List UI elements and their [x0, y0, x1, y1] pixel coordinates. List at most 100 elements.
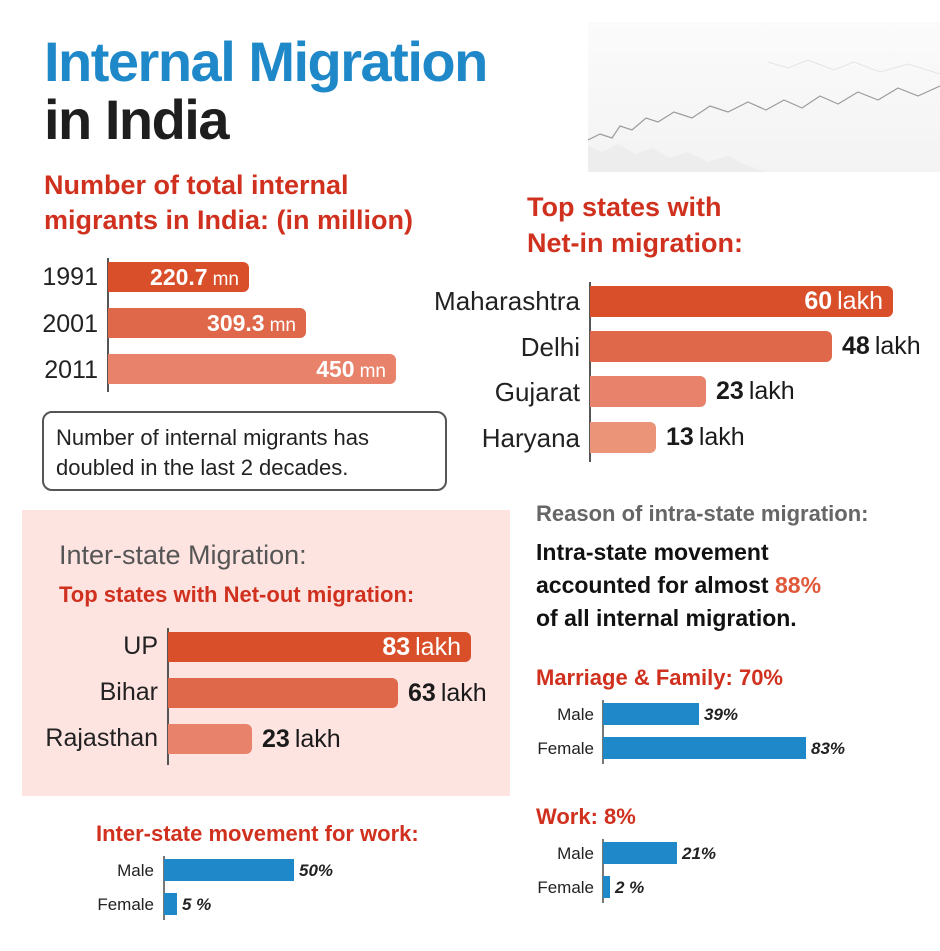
out-mig-bar-label-0: 83 lakh: [382, 633, 461, 662]
net-in-bar-label-0: 60 lakh: [804, 287, 883, 316]
marriage-bar-pct-0: 39%: [704, 705, 739, 724]
net-in-bar-label-holder-2: 23 lakh: [716, 376, 795, 407]
work-bar-1: [603, 876, 610, 898]
out-mig-bar-label-holder-1: 63 lakh: [408, 678, 487, 708]
state-label-maharashtra: Maharashtra: [434, 286, 580, 316]
total-bar-label-1-unit: mn: [269, 314, 296, 336]
intra-text-line-1: Intra-state movement: [536, 539, 769, 565]
work-label-male: Male: [557, 844, 594, 863]
net-in-bar-label-holder-0: 60 lakh: [804, 286, 883, 317]
total-bar-label-2: 450 mn: [316, 356, 386, 383]
work-bar-pct-0: 21%: [682, 844, 717, 863]
marriage-bar-pct-1: 83%: [811, 739, 846, 758]
net-in-axis-line: [589, 282, 591, 462]
work-label-female: Female: [537, 878, 594, 897]
out-mig-bar-2: [168, 724, 252, 754]
total-bar-label-0-number: 220.7: [150, 263, 208, 290]
total-axis-line: [107, 258, 109, 392]
total-bar-2: 450 mn: [108, 354, 396, 384]
intra-text-line-3: of all internal migration.: [536, 605, 797, 631]
intra-highlight-pct: 88%: [774, 572, 822, 598]
inter-state-heading: Inter-state Migration:: [59, 540, 307, 570]
inter-work-label-female: Female: [97, 895, 154, 914]
note-line-1: Number of internal migrants has: [56, 425, 370, 450]
total-bar-label-2-unit: mn: [359, 360, 386, 382]
net-in-bar-1: [590, 331, 832, 362]
inter-work-bar-0: [164, 859, 294, 881]
net-in-bar-label-holder-3: 13 lakh: [666, 422, 745, 453]
out-mig-bar-1: [168, 678, 398, 708]
net-in-bar-label-holder-1: 48 lakh: [842, 331, 921, 362]
net-in-bar-label-0-unit: lakh: [837, 287, 883, 315]
work-bar-0: [603, 842, 677, 864]
total-bar-1: 309.3 mn: [108, 308, 306, 338]
out-mig-bar-label-holder-0: 83 lakh: [382, 632, 461, 662]
total-heading-line-1: Number of total internal: [44, 170, 349, 200]
net-in-bar-label-2: 23 lakh: [716, 377, 795, 406]
total-heading-line-2: migrants in India: (in million): [44, 205, 413, 235]
net-in-bar-label-3-number: 13: [666, 423, 694, 451]
total-bar-label-holder-1: 309.3 mn: [207, 308, 296, 338]
marriage-axis-line: [602, 700, 604, 764]
total-bar-label-2-number: 450: [316, 355, 355, 382]
intra-state-heading: Reason of intra-state migration:: [536, 501, 869, 526]
total-bar-label-1: 309.3 mn: [207, 310, 296, 337]
net-in-bar-label-2-unit: lakh: [748, 377, 795, 405]
net-in-bar-label-3-unit: lakh: [698, 423, 745, 451]
net-in-bar-0: 60 lakh: [590, 286, 893, 317]
state-label-gujarat: Gujarat: [494, 377, 580, 407]
inter-work-heading: Inter-state movement for work:: [96, 821, 419, 846]
inter-work-bar-1: [164, 893, 177, 915]
state-label-rajasthan: Rajasthan: [45, 724, 158, 752]
total-bar-label-holder-0: 220.7 mn: [150, 262, 239, 292]
marriage-label-female: Female: [537, 739, 594, 758]
net-in-bar-label-1: 48 lakh: [842, 332, 921, 361]
net-in-bar-label-1-number: 48: [842, 332, 870, 360]
out-mig-bar-label-1: 63 lakh: [408, 679, 487, 708]
inter-state-axis-line: [167, 628, 169, 765]
inter-work-label-male: Male: [117, 861, 154, 880]
net-in-heading-line-1: Top states with: [527, 192, 722, 222]
net-in-heading-line-2: Net-in migration:: [527, 228, 743, 258]
marriage-bar-0: [603, 703, 699, 725]
work-axis-line: [602, 839, 604, 903]
map-background: [588, 22, 940, 172]
out-mig-bar-label-2: 23 lakh: [262, 725, 341, 754]
out-mig-bar-label-1-unit: lakh: [440, 678, 487, 707]
inter-work-bar-pct-0: 50%: [299, 861, 334, 880]
total-bar-label-0-unit: mn: [212, 268, 239, 290]
title-line-2: in India: [44, 88, 230, 151]
marriage-heading: Marriage & Family: 70%: [536, 665, 783, 690]
total-bar-label-0: 220.7 mn: [150, 264, 239, 291]
net-in-bar-label-0-number: 60: [804, 287, 833, 315]
out-mig-bar-label-0-unit: lakh: [415, 632, 461, 661]
out-mig-bar-label-2-number: 23: [262, 724, 290, 753]
out-mig-bar-0: 83 lakh: [168, 632, 471, 662]
marriage-bar-1: [603, 737, 806, 759]
state-label-up: UP: [123, 632, 158, 660]
total-bar-0: 220.7 mn: [108, 262, 249, 292]
year-label-2001: 2001: [42, 310, 98, 338]
intra-text-line-2: accounted for almost 88%: [536, 569, 821, 602]
out-mig-bar-label-holder-2: 23 lakh: [262, 724, 341, 754]
title-line-1: Internal Migration: [44, 30, 488, 93]
net-in-bar-label-2-number: 23: [716, 377, 744, 405]
work-bar-pct-1: 2 %: [615, 878, 645, 897]
state-label-bihar: Bihar: [99, 678, 158, 706]
total-bar-label-holder-2: 450 mn: [316, 354, 386, 384]
net-in-bar-label-1-unit: lakh: [874, 332, 921, 360]
note-line-2: doubled in the last 2 decades.: [56, 455, 349, 480]
out-mig-bar-label-1-number: 63: [408, 678, 436, 707]
state-label-delhi: Delhi: [520, 332, 580, 362]
out-mig-bar-label-2-unit: lakh: [294, 724, 341, 753]
intra-state-text: Intra-state movement accounted for almos…: [536, 536, 821, 635]
year-label-1991: 1991: [42, 263, 98, 291]
net-in-bar-label-3: 13 lakh: [666, 423, 745, 452]
marriage-label-male: Male: [557, 705, 594, 724]
work-heading: Work: 8%: [536, 804, 636, 829]
intra-text-line-2a: accounted for almost: [536, 572, 775, 598]
out-mig-bar-label-0-number: 83: [382, 632, 411, 661]
inter-state-subheading: Top states with Net-out migration:: [59, 582, 415, 607]
inter-work-axis-line: [163, 856, 165, 920]
inter-work-bar-pct-1: 5 %: [182, 895, 212, 914]
